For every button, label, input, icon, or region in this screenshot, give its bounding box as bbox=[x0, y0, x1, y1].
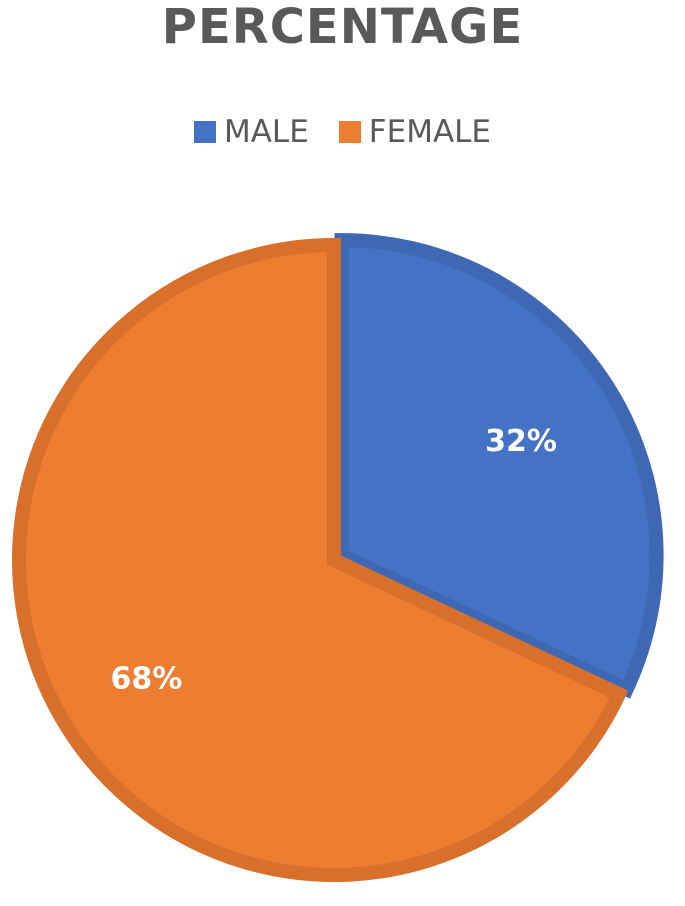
legend-swatch-male bbox=[193, 121, 216, 143]
pie-data-labels: 32% 68% bbox=[111, 424, 557, 697]
data-label-female: 68% bbox=[111, 662, 183, 697]
data-label-male: 32% bbox=[485, 424, 557, 459]
legend: MALE FEMALE bbox=[0, 114, 685, 150]
pie-slice-male bbox=[334, 233, 664, 699]
legend-item-female: FEMALE bbox=[338, 114, 492, 150]
legend-label-female: FEMALE bbox=[368, 114, 492, 150]
legend-label-male: MALE bbox=[223, 114, 309, 150]
legend-item-male: MALE bbox=[193, 114, 309, 150]
pie-slice-female bbox=[12, 237, 629, 882]
pie-slices bbox=[12, 233, 664, 882]
chart-title: PERCENTAGE bbox=[161, 0, 524, 55]
legend-swatch-female bbox=[338, 121, 361, 143]
